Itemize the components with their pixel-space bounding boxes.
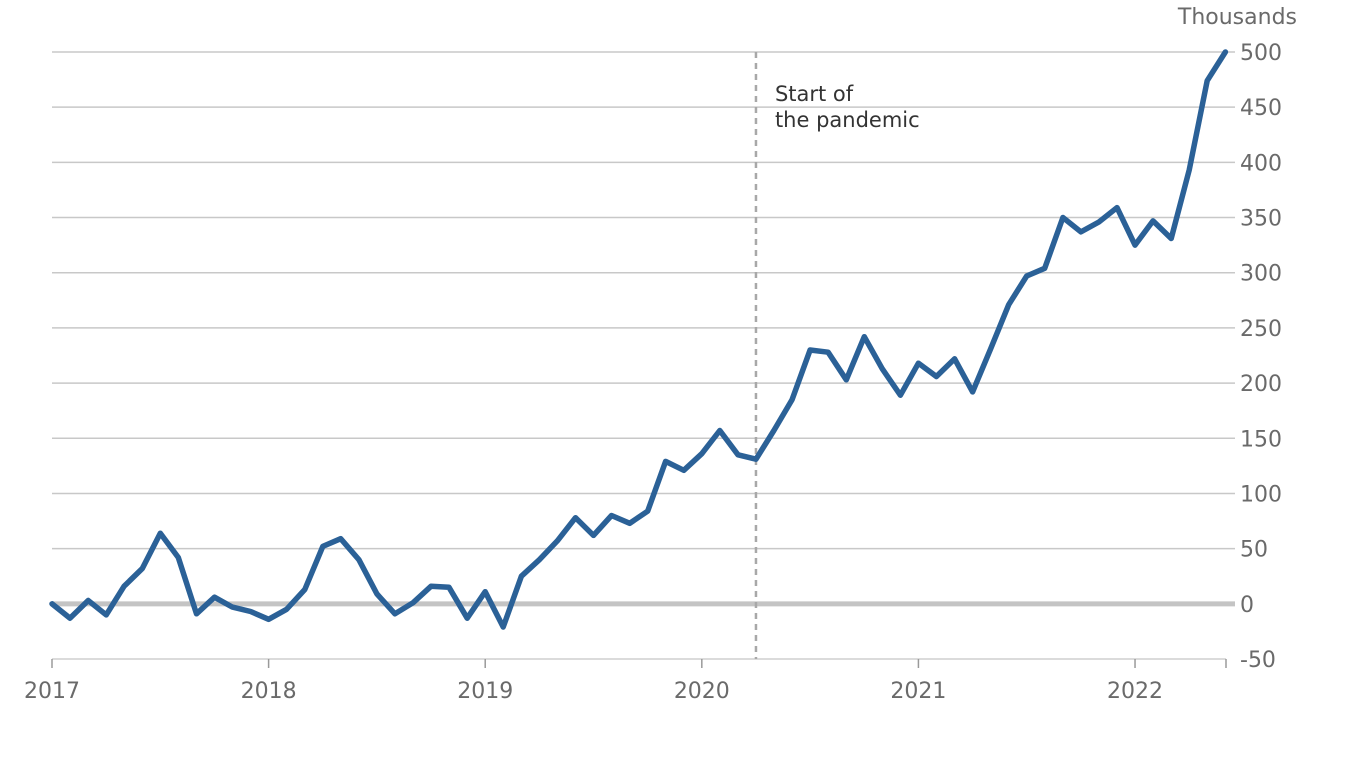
y-tick-label: 500: [1240, 41, 1282, 66]
x-tick-label: 2021: [890, 679, 946, 704]
y-axis-unit-label: Thousands: [1177, 5, 1297, 30]
grid-lines: [52, 51, 1235, 607]
series-line: [49, 49, 1229, 630]
y-tick-label: 400: [1240, 151, 1282, 176]
annotation-line-2: the pandemic: [775, 108, 920, 132]
x-tick-label: 2020: [674, 679, 730, 704]
y-tick-label: -50: [1240, 648, 1276, 673]
y-tick-label: 50: [1240, 538, 1268, 563]
x-axis-tick-labels: 2017 2018 2019 2020 2021 2022: [24, 679, 1163, 704]
y-tick-label: 350: [1240, 207, 1282, 232]
y-tick-label: 200: [1240, 372, 1282, 397]
x-tick-label: 2022: [1107, 679, 1163, 704]
annotation-line-1: Start of: [775, 82, 854, 106]
y-tick-label: 100: [1240, 482, 1282, 507]
x-tick-label: 2018: [241, 679, 297, 704]
y-tick-label: 250: [1240, 317, 1282, 342]
x-tick-label: 2019: [457, 679, 513, 704]
x-tick-label: 2017: [24, 679, 80, 704]
y-tick-label: 150: [1240, 427, 1282, 452]
y-tick-label: 0: [1240, 593, 1254, 618]
series: [49, 49, 1229, 630]
x-axis: [51, 658, 1227, 668]
y-tick-label: 300: [1240, 262, 1282, 287]
y-tick-label: 450: [1240, 96, 1282, 121]
pandemic-annotation: Start of the pandemic: [754, 52, 920, 659]
